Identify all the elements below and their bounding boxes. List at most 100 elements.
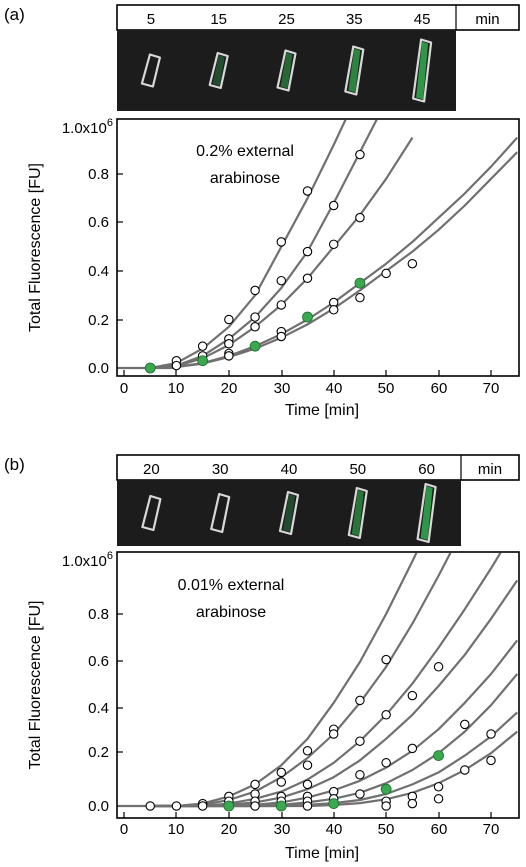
data-point <box>407 690 418 701</box>
data-point <box>433 782 444 792</box>
x-tick-label: 50 <box>378 380 395 397</box>
data-point <box>302 186 313 196</box>
data-point <box>355 789 365 799</box>
y-max-exponent: 6 <box>107 117 113 129</box>
y-max-exponent: 6 <box>107 550 113 562</box>
data-point <box>381 654 391 665</box>
data-point <box>381 710 391 720</box>
y-tick-label: 0.2 <box>88 744 109 761</box>
curves <box>118 553 518 812</box>
strip-time-label: 15 <box>210 11 227 28</box>
bacterium-cell <box>412 38 433 103</box>
strip-time-label: 35 <box>346 11 363 28</box>
data-point <box>302 760 313 770</box>
annotation-line: arabinose <box>196 604 266 621</box>
data-point <box>276 300 287 310</box>
time-strip <box>116 4 520 31</box>
data-point <box>328 200 339 211</box>
y-tick-label: 0.4 <box>88 263 109 280</box>
panel-label: (b) <box>4 455 25 474</box>
panel-label: (a) <box>4 5 25 24</box>
cell-outline <box>208 51 229 90</box>
cell-outline <box>278 490 300 536</box>
cell-outline <box>276 49 297 92</box>
data-point <box>355 292 365 303</box>
bacterium-cell <box>347 486 368 540</box>
strip-time-label: 60 <box>418 461 435 478</box>
data-point <box>224 351 234 361</box>
data-point <box>145 801 155 811</box>
panel-a: (a) 5 15 25 35 45 min 0 10 20 30 40 50 60 70 0.0 0.2 0.4 0… <box>4 4 520 419</box>
cell-outline <box>141 494 162 532</box>
x-tick-label: 20 <box>221 821 238 838</box>
x-tick-label: 70 <box>483 821 500 838</box>
data-point <box>433 794 444 804</box>
x-tick-label: 10 <box>168 821 185 838</box>
strip-time-label: 45 <box>414 11 431 28</box>
y-tick-label: 0.0 <box>88 360 109 377</box>
highlight-point <box>302 311 313 323</box>
cell-fluorescence <box>420 486 433 540</box>
data-point <box>302 246 313 257</box>
y-tick-label: 0.4 <box>88 700 109 717</box>
x-tick-label: 60 <box>431 380 448 397</box>
strip-time-label: 20 <box>143 461 160 478</box>
y-axis-label: Total Fluorescence [FU] <box>27 601 44 770</box>
bacterium-cell <box>140 53 161 88</box>
y-tick-label: 0.2 <box>88 312 109 329</box>
data-point <box>328 239 339 250</box>
data-point <box>433 662 444 672</box>
data-point <box>460 765 470 775</box>
data-point <box>407 798 418 809</box>
data-point <box>328 729 339 739</box>
x-tick-label: 0 <box>120 821 128 838</box>
cell-fluorescence <box>416 41 429 100</box>
annotation-line: 0.01% external <box>178 577 285 594</box>
x-tick-label: 30 <box>274 380 291 397</box>
highlight-point <box>144 362 156 374</box>
strip-time-label: 40 <box>281 461 298 478</box>
data-point <box>276 777 287 787</box>
bacterium-cell <box>208 51 229 90</box>
cell-fluorescence <box>351 490 364 536</box>
strip-time-label: 25 <box>278 11 295 28</box>
x-tick-label: 20 <box>221 380 238 397</box>
bacterium-cell <box>344 45 365 96</box>
y-tick-label: 0.0 <box>88 798 109 815</box>
y-max-mantissa: 1.0x10 <box>62 553 107 570</box>
highlight-point <box>275 800 287 812</box>
x-tick-label: 50 <box>378 821 395 838</box>
data-point <box>302 273 313 284</box>
cell-outline <box>210 492 231 534</box>
fit-curve <box>149 120 347 370</box>
data-point <box>486 729 496 739</box>
x-tick-label: 10 <box>168 380 185 397</box>
data-point <box>302 801 313 811</box>
bacterium-cell <box>141 494 162 532</box>
cell-outline <box>412 38 433 103</box>
bacterium-cell <box>276 49 297 92</box>
highlight-point <box>380 783 392 795</box>
strip-time-label: 5 <box>147 11 155 28</box>
fit-curve <box>150 120 378 370</box>
data-point <box>328 305 339 315</box>
data-point <box>171 360 182 371</box>
x-tick-label: 70 <box>483 380 500 397</box>
highlight-point <box>223 800 235 812</box>
data-point <box>276 275 287 286</box>
data-point <box>381 801 391 811</box>
data-point <box>381 758 391 768</box>
y-max-mantissa: 1.0x10 <box>62 120 107 137</box>
data-point <box>302 779 313 790</box>
data-point <box>355 770 365 780</box>
data-point <box>250 322 260 332</box>
y-max-label: 1.0x106 <box>62 550 113 570</box>
data-point <box>250 801 260 811</box>
highlight-point <box>354 277 366 289</box>
cell-fluorescence <box>212 55 225 86</box>
data-point <box>276 237 287 247</box>
cell-fluorescence <box>283 494 295 532</box>
annotation-line: arabinose <box>210 170 280 187</box>
cell-fluorescence <box>280 52 293 89</box>
